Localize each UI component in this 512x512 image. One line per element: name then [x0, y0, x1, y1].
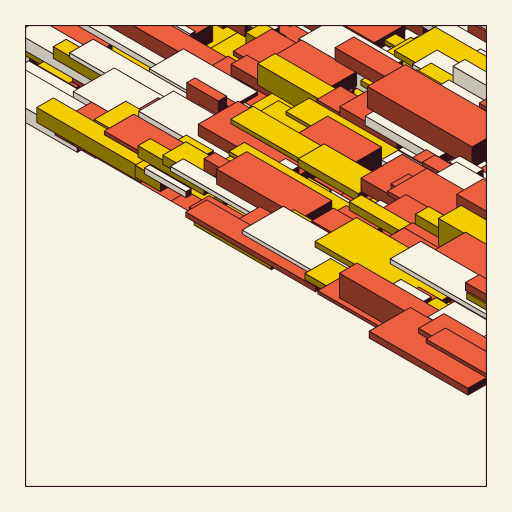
isometric-block-artwork: [25, 25, 487, 487]
block-side-face: [425, 338, 487, 379]
block-top-face: [465, 274, 487, 296]
block-top-face: [432, 231, 487, 284]
block-top-face: [438, 204, 487, 247]
block: [366, 64, 487, 169]
block-side-face: [478, 102, 487, 113]
artwork-frame: [25, 25, 487, 487]
block: [465, 274, 487, 304]
block-top-face: [366, 64, 487, 148]
block-side-face: [465, 281, 487, 304]
block-top-face: [144, 164, 192, 193]
block-side-face: [477, 25, 487, 31]
block: [144, 164, 192, 199]
block: [478, 98, 487, 113]
block-top-face: [456, 178, 487, 213]
block: [368, 307, 487, 396]
block: [477, 25, 487, 31]
block-top-face: [478, 98, 487, 108]
block-top-face: [425, 327, 487, 375]
block-top-face: [389, 240, 487, 316]
block: [425, 327, 487, 379]
block-top-face: [173, 25, 196, 35]
block: [389, 240, 487, 320]
block-top-face: [186, 77, 228, 102]
block-top-face: [452, 58, 487, 87]
block-top-face: [342, 25, 406, 44]
block-side-face: [466, 291, 487, 312]
blocks-layer: [25, 25, 487, 396]
frame-border: [25, 25, 487, 487]
